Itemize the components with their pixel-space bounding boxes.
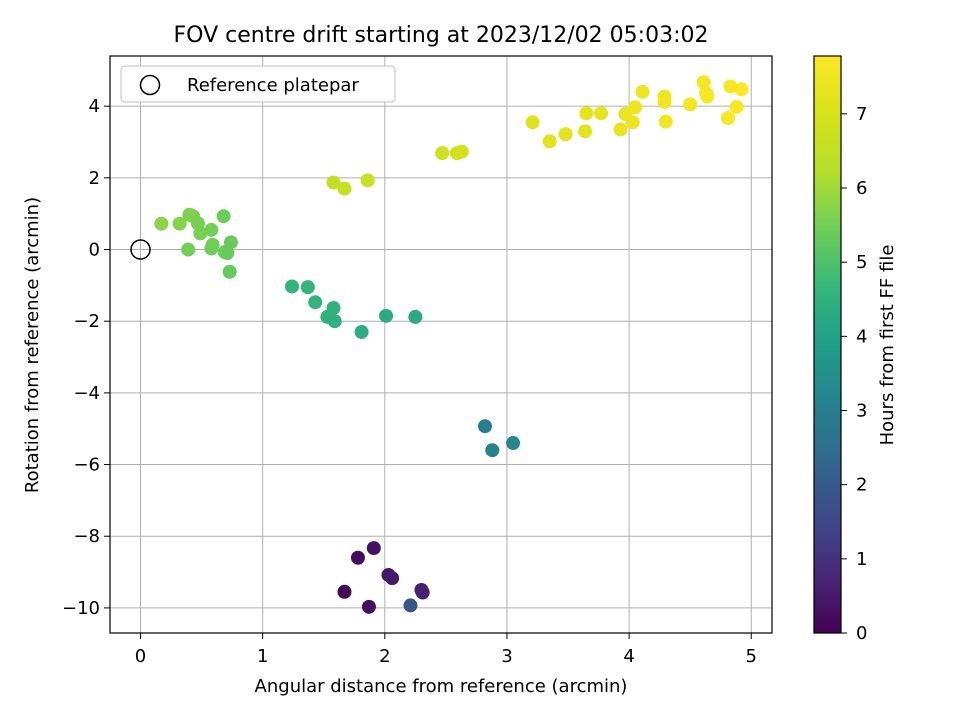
data-point: [222, 264, 237, 279]
data-point: [579, 106, 594, 121]
colorbar-ticks: 0 1 2 3 4 5 6 7: [841, 104, 867, 644]
data-point: [613, 122, 628, 137]
data-point: [360, 173, 375, 188]
data-point: [700, 89, 715, 104]
data-point: [361, 599, 376, 614]
data-point: [193, 226, 208, 241]
data-point: [154, 216, 169, 231]
data-point: [415, 585, 430, 600]
data-point: [657, 94, 672, 109]
x-tick-label: 4: [623, 646, 634, 667]
colorbar-tick-label: 2: [856, 475, 867, 496]
y-tick-label: −4: [73, 383, 100, 404]
data-point: [308, 295, 323, 310]
colorbar-gradient: [813, 55, 842, 634]
data-point: [542, 134, 557, 149]
data-point: [326, 300, 341, 315]
data-point: [337, 181, 352, 196]
data-point: [635, 84, 650, 99]
legend-box: [120, 65, 396, 103]
x-tick-label: 0: [135, 646, 146, 667]
x-tick-label: 2: [379, 646, 390, 667]
data-point: [506, 436, 521, 451]
data-point: [216, 209, 231, 224]
data-point: [723, 79, 738, 94]
data-point: [379, 308, 394, 323]
legend-entry-label: Reference platepar: [187, 75, 359, 96]
data-point: [734, 82, 749, 97]
y-tick-label: −10: [62, 598, 100, 619]
data-point: [578, 124, 593, 139]
data-point: [172, 216, 187, 231]
x-axis-ticks: 0 1 2 3 4 5: [135, 633, 757, 667]
y-tick-label: 2: [89, 168, 100, 189]
data-point: [350, 550, 365, 565]
data-point: [625, 115, 640, 130]
data-point: [683, 97, 698, 112]
data-point: [326, 175, 341, 190]
data-point: [403, 598, 418, 613]
data-point: [385, 571, 400, 586]
data-point: [658, 114, 673, 129]
data-point: [408, 309, 423, 324]
data-point: [366, 541, 381, 556]
colorbar: 0 1 2 3 4 5 6 7 Hours from first FF file: [813, 55, 898, 644]
y-tick-label: −6: [73, 455, 100, 476]
scatter-points: [154, 75, 749, 614]
colorbar-tick-label: 4: [856, 326, 867, 347]
data-point: [327, 314, 342, 329]
data-point: [594, 106, 609, 121]
colorbar-tick-label: 1: [856, 549, 867, 570]
grid: [110, 56, 772, 633]
data-point: [337, 584, 352, 599]
data-point: [729, 99, 744, 114]
data-point: [721, 111, 736, 126]
reference-marker: [130, 239, 151, 260]
colorbar-tick-label: 0: [856, 623, 867, 644]
y-axis-label: Rotation from reference (arcmin): [22, 197, 43, 493]
data-point: [181, 242, 196, 257]
data-point: [204, 241, 219, 256]
y-tick-label: 4: [89, 96, 100, 117]
data-point: [558, 127, 573, 142]
x-tick-label: 5: [746, 646, 757, 667]
x-tick-label: 1: [257, 646, 268, 667]
colorbar-tick-label: 5: [856, 252, 867, 273]
y-tick-label: −8: [73, 526, 100, 547]
data-point: [204, 222, 219, 237]
colorbar-label: Hours from first FF file: [877, 245, 898, 446]
data-point: [354, 324, 369, 339]
data-point: [454, 144, 469, 159]
data-point: [477, 419, 492, 434]
data-point: [435, 146, 450, 161]
data-point: [220, 246, 235, 261]
colorbar-tick-label: 6: [856, 178, 867, 199]
colorbar-tick-label: 3: [856, 401, 867, 422]
y-axis-ticks: −10 −8 −6 −4 −2 0 2 4: [62, 96, 110, 619]
x-axis-label: Angular distance from reference (arcmin): [255, 676, 628, 697]
axes-frame: [109, 55, 773, 634]
data-point: [696, 75, 711, 90]
data-point: [485, 443, 500, 458]
y-tick-label: −2: [73, 311, 100, 332]
data-point: [525, 115, 540, 130]
y-tick-label: 0: [89, 240, 100, 261]
legend: Reference platepar: [120, 65, 396, 103]
colorbar-tick-label: 7: [856, 104, 867, 125]
data-point: [300, 280, 315, 295]
data-point: [284, 279, 299, 294]
chart-title: FOV centre drift starting at 2023/12/02 …: [174, 23, 709, 48]
x-tick-label: 3: [501, 646, 512, 667]
data-point: [628, 100, 643, 115]
data-point: [223, 235, 238, 250]
legend-reference-marker: [139, 74, 161, 96]
